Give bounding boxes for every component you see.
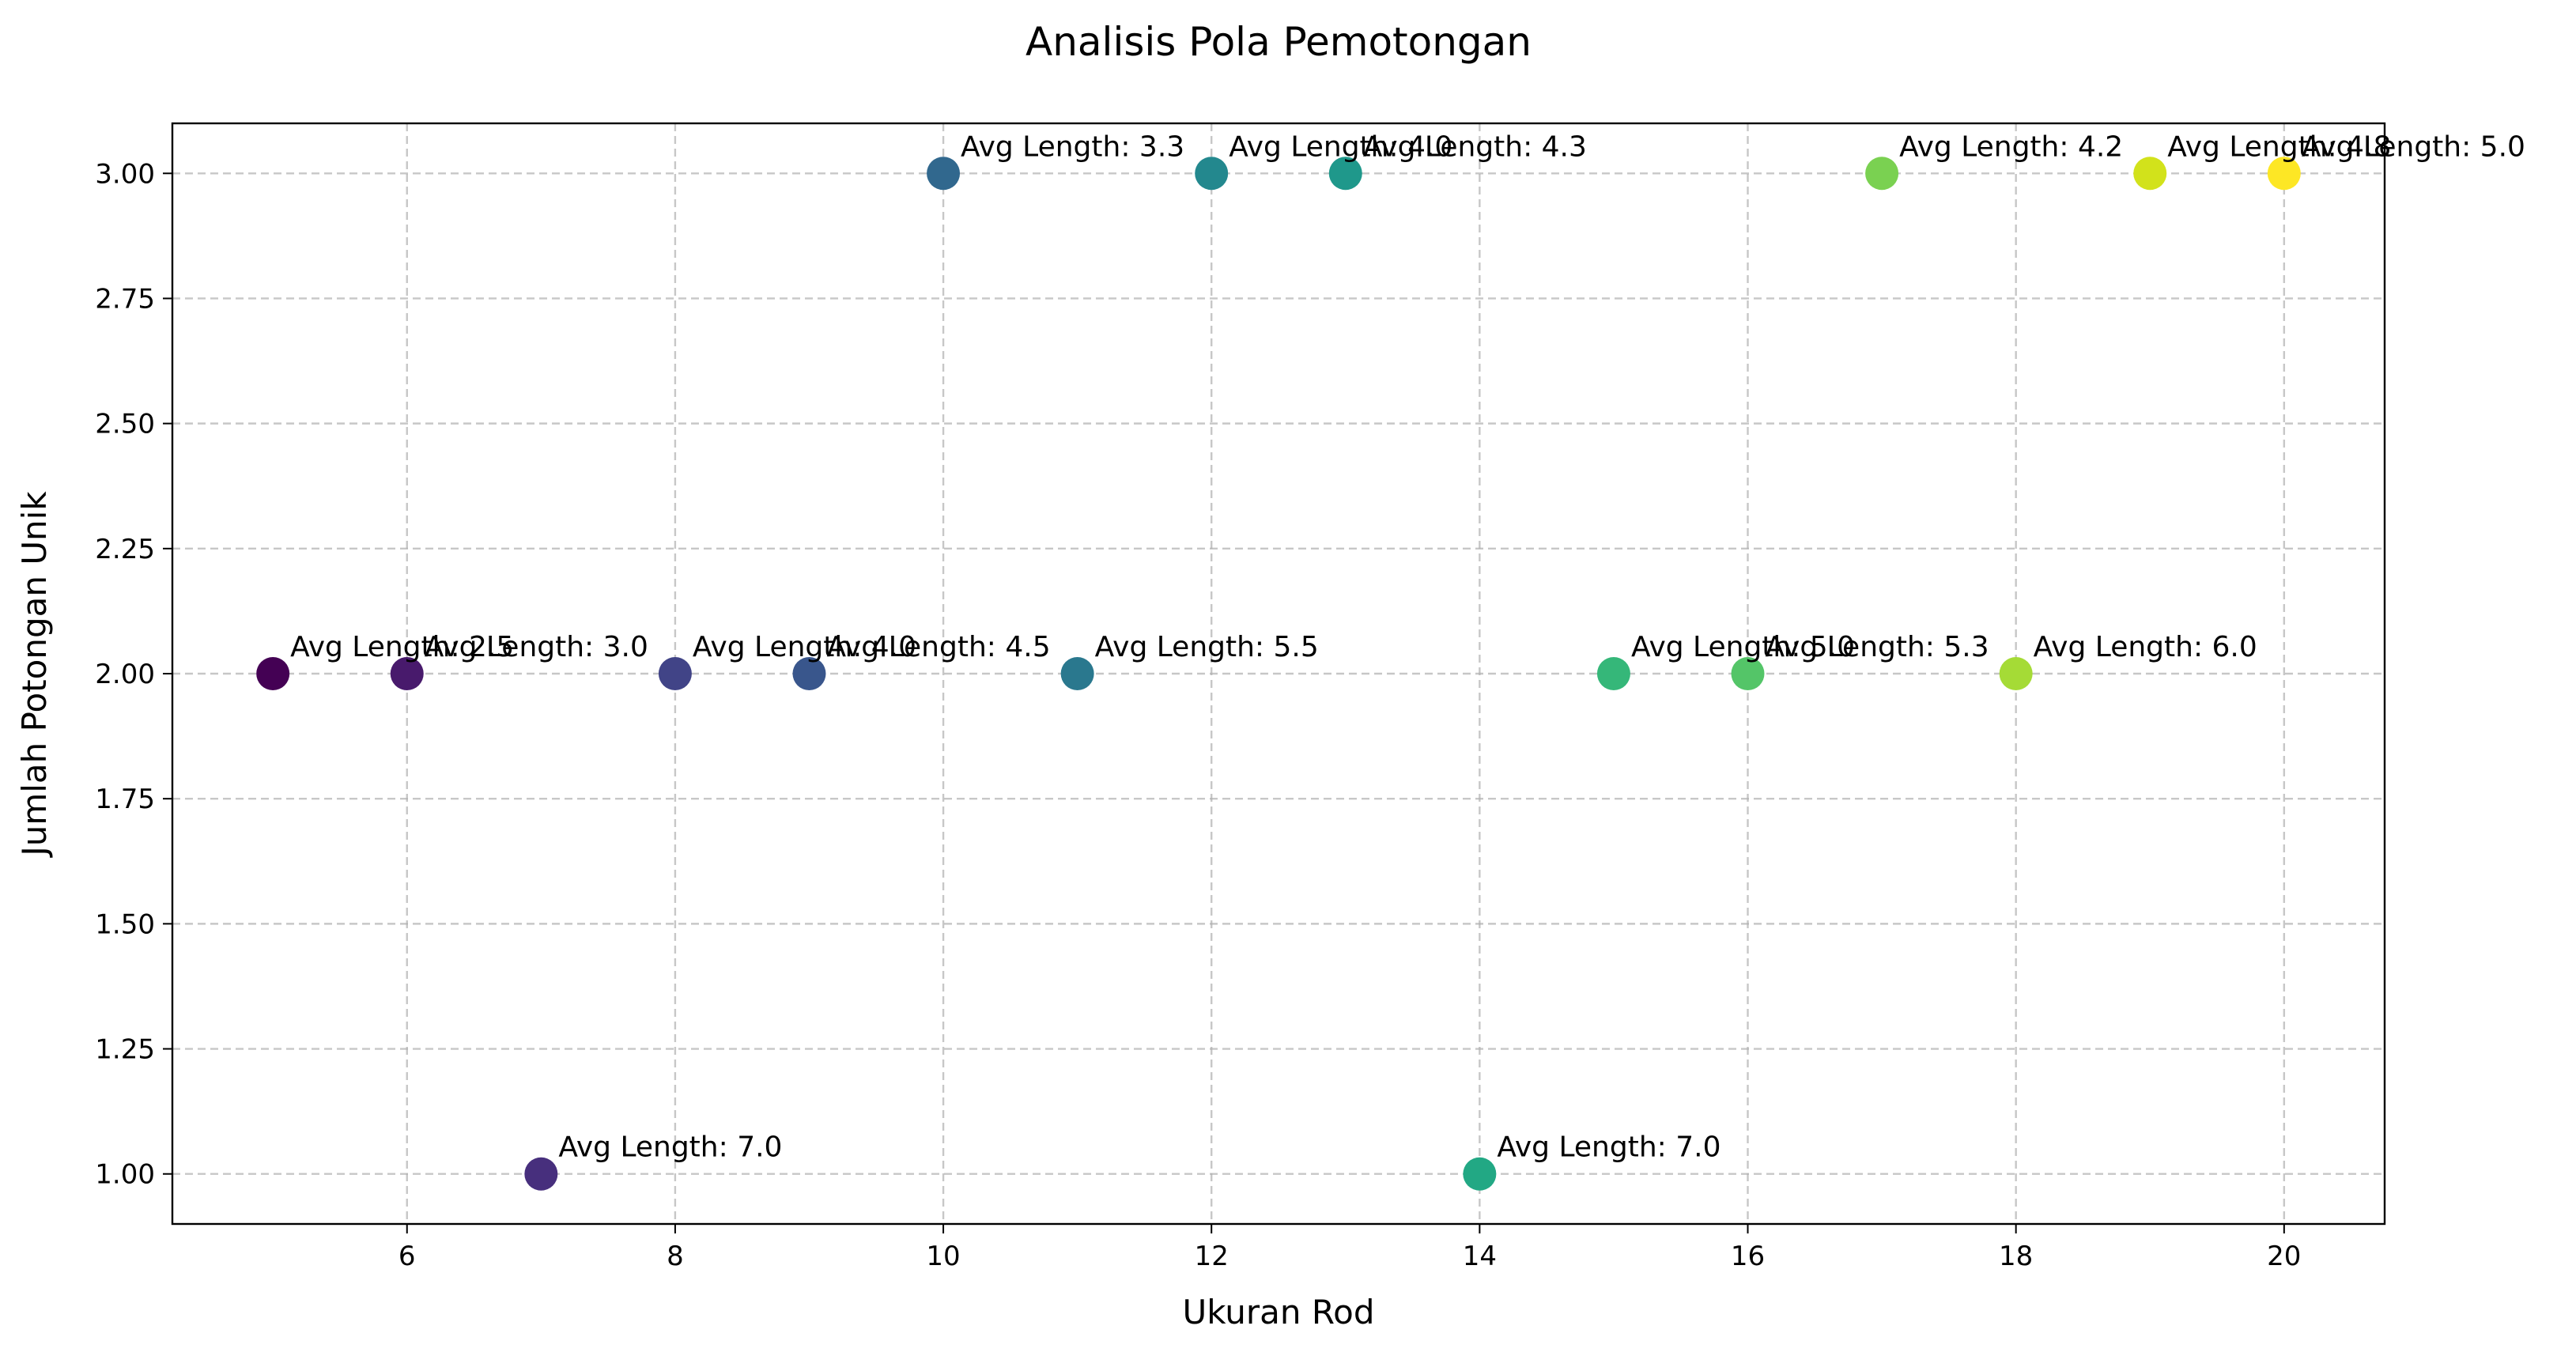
x-tick-label: 10: [926, 1241, 960, 1272]
point-annotation: Avg Length: 4.0: [693, 631, 916, 663]
x-tick-label: 12: [1195, 1241, 1229, 1272]
point-annotation: Avg Length: 7.0: [1497, 1131, 1720, 1164]
point-annotation: Avg Length: 4.8: [2167, 130, 2391, 163]
scatter-point: [927, 157, 961, 191]
point-annotation: Avg Length: 3.3: [961, 130, 1184, 163]
scatter-point: [1328, 157, 1362, 191]
x-tick-label: 6: [398, 1241, 416, 1272]
y-tick-label: 2.75: [95, 283, 155, 315]
point-annotation: Avg Length: 3.0: [425, 631, 648, 663]
y-axis-label: Jumlah Potongan Unik: [15, 491, 54, 859]
point-annotation: Avg Length: 4.2: [1899, 130, 2123, 163]
scatter-point: [390, 657, 424, 690]
point-annotation: Avg Length: 4.5: [826, 631, 1050, 663]
point-annotation: Avg Length: 5.0: [1631, 631, 1855, 663]
scatter-point: [1865, 157, 1899, 191]
point-annotation: Avg Length: 4.3: [1363, 130, 1587, 163]
scatter-point: [524, 1157, 558, 1191]
scatter-point: [1060, 657, 1094, 690]
y-tick-label: 2.50: [95, 409, 155, 440]
y-tick-label: 2.00: [95, 659, 155, 690]
point-annotation: Avg Length: 2.5: [290, 631, 514, 663]
point-annotation: Avg Length: 7.0: [558, 1131, 782, 1164]
scatter-point: [1463, 1157, 1497, 1191]
scatter-point: [658, 657, 692, 690]
axis-ticks: 6 8 10 12 14 16 18 20 1.00 1.25 1.50 1.75 2.00 2.25 2.…: [95, 158, 2301, 1272]
point-annotation: Avg Length: 4.0: [1229, 130, 1452, 163]
point-annotation: Avg Length: 5.0: [2302, 130, 2525, 163]
point-annotation: Avg Length: 5.5: [1095, 631, 1319, 663]
scatter-point: [1999, 657, 2033, 690]
scatter-point: [2133, 157, 2167, 191]
chart-title: Analisis Pola Pemotongan: [1025, 19, 1532, 65]
y-tick-label: 1.50: [95, 908, 155, 940]
x-tick-label: 20: [2267, 1241, 2301, 1272]
y-tick-label: 1.25: [95, 1034, 155, 1066]
x-tick-label: 16: [1731, 1241, 1765, 1272]
scatter-point: [1731, 657, 1765, 690]
x-tick-label: 18: [1999, 1241, 2033, 1272]
data-points: [256, 157, 2301, 1191]
scatter-point: [2267, 157, 2301, 191]
y-tick-label: 3.00: [95, 158, 155, 190]
scatter-point: [256, 657, 290, 690]
scatter-point: [792, 657, 826, 690]
scatter-point: [1596, 657, 1630, 690]
x-axis-label: Ukuran Rod: [1182, 1293, 1374, 1331]
scatter-point: [1195, 157, 1229, 191]
y-tick-label: 1.75: [95, 784, 155, 815]
y-tick-label: 2.25: [95, 534, 155, 565]
grid-lines: [172, 123, 2385, 1224]
point-annotation: Avg Length: 6.0: [2034, 631, 2257, 663]
point-annotation: Avg Length: 5.3: [1766, 631, 1989, 663]
x-tick-label: 14: [1463, 1241, 1497, 1272]
y-tick-label: 1.00: [95, 1159, 155, 1191]
x-tick-label: 8: [667, 1241, 684, 1272]
